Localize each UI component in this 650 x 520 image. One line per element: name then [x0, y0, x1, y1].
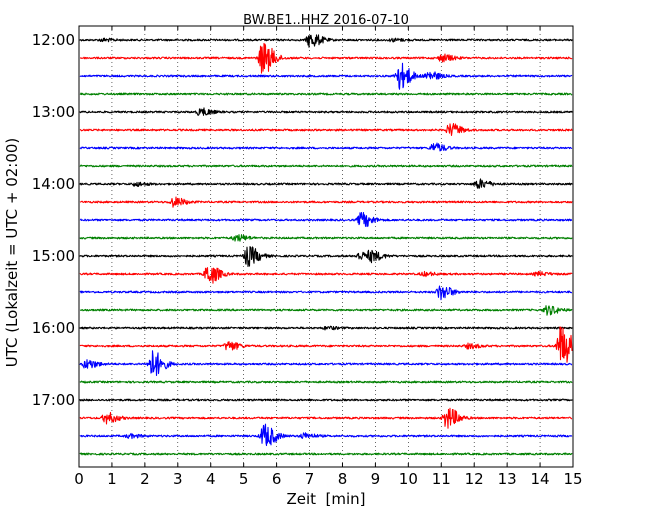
x-tick-label: 0	[74, 470, 84, 488]
x-tick-label: 13	[498, 470, 517, 488]
x-tick-label: 7	[305, 470, 315, 488]
trace-1515	[79, 267, 573, 284]
trace-1230	[79, 62, 573, 90]
x-tick-label: 11	[432, 470, 451, 488]
trace-1630	[79, 350, 573, 376]
trace-1415	[79, 196, 573, 208]
y-axis-ticks: 12:00 13:00 14:00 15:00 16:00 17:00	[32, 31, 573, 409]
seismogram-traces	[79, 34, 573, 456]
x-tick-label: 1	[107, 470, 117, 488]
trace-1200	[79, 34, 573, 48]
trace-1545	[79, 305, 573, 316]
x-tick-label: 6	[272, 470, 282, 488]
x-tick-label: 9	[371, 470, 381, 488]
trace-1645	[79, 380, 573, 384]
chart-title: BW.BE1..HHZ 2016-07-10	[243, 13, 409, 28]
x-tick-label: 2	[140, 470, 150, 488]
x-tick-label: 14	[531, 470, 550, 488]
trace-1700	[79, 398, 573, 402]
trace-1730	[79, 423, 573, 447]
x-axis-label: Zeit [min]	[286, 490, 365, 508]
trace-1400	[79, 178, 573, 189]
trace-1600	[79, 325, 573, 331]
trace-1345	[79, 164, 573, 168]
plot-frame	[78, 25, 574, 468]
x-tick-label: 12	[465, 470, 484, 488]
y-tick-label: 17:00	[32, 391, 75, 409]
x-tick-label: 4	[206, 470, 216, 488]
x-tick-label: 10	[399, 470, 418, 488]
y-tick-label: 13:00	[32, 103, 75, 121]
trace-1215	[79, 42, 573, 74]
x-tick-label: 15	[563, 470, 582, 488]
trace-1245	[79, 92, 573, 96]
trace-1500	[79, 246, 573, 268]
y-tick-label: 12:00	[32, 31, 75, 49]
trace-1615	[79, 326, 573, 363]
trace-1530	[79, 285, 573, 301]
x-tick-label: 8	[338, 470, 348, 488]
trace-1445	[79, 234, 573, 242]
y-tick-label: 16:00	[32, 319, 75, 337]
vertical-grid-lines	[111, 26, 541, 467]
trace-1300	[79, 107, 573, 116]
x-tick-label: 3	[173, 470, 183, 488]
trace-1715	[79, 407, 573, 429]
trace-1430	[79, 212, 573, 228]
trace-1745	[79, 452, 573, 456]
x-axis-ticks: 0 1 2 3 4 5 6 7 8 9 10 11 12 13 14 15	[74, 26, 583, 488]
trace-1315	[79, 122, 573, 136]
y-tick-label: 14:00	[32, 175, 75, 193]
y-tick-label: 15:00	[32, 247, 75, 265]
trace-1330	[79, 142, 573, 152]
y-axis-label: UTC (Lokalzeit = UTC + 02:00)	[3, 138, 21, 368]
x-tick-label: 5	[239, 470, 249, 488]
